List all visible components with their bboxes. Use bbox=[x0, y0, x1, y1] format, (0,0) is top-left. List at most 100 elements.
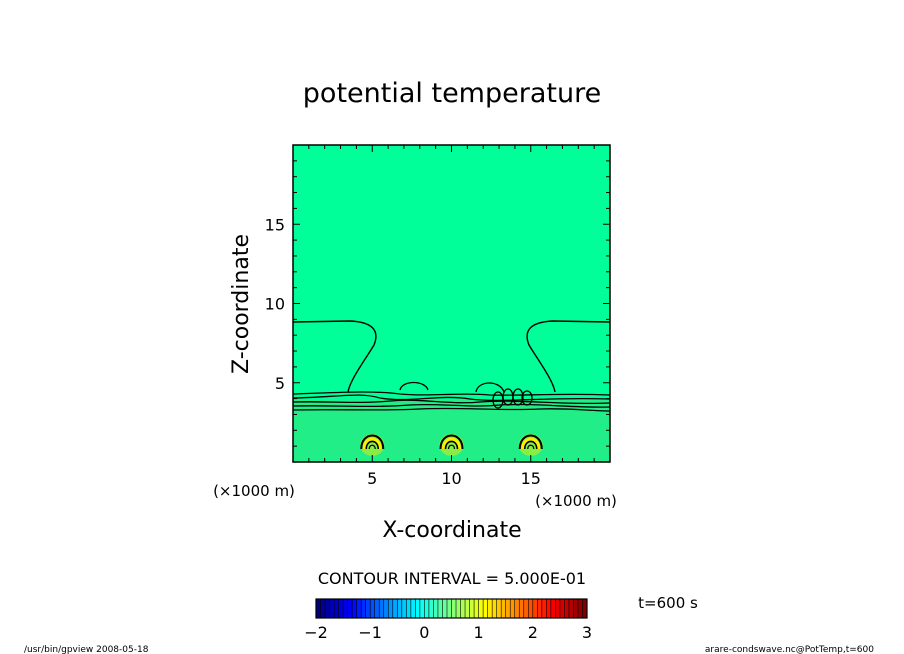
colorbar-segment bbox=[456, 599, 462, 618]
colorbar-segment bbox=[564, 599, 570, 618]
bubble-contour-inner bbox=[523, 440, 538, 450]
colorbar-segment bbox=[361, 599, 367, 618]
colorbar-segment bbox=[568, 599, 574, 618]
chart-title: potential temperature bbox=[303, 78, 601, 109]
contour-layer-2 bbox=[292, 394, 611, 402]
colorbar-segment bbox=[401, 599, 407, 618]
contour-upper bbox=[292, 320, 377, 393]
y-tick-labels: 5 10 15 bbox=[265, 215, 285, 393]
y-tick-label: 10 bbox=[265, 295, 285, 314]
colorbar-segment bbox=[406, 599, 412, 618]
contour-layer-1 bbox=[292, 391, 611, 396]
colorbar-segment bbox=[460, 599, 466, 618]
colorbar-segment bbox=[410, 599, 416, 618]
x-axis-label: X-coordinate bbox=[382, 518, 521, 543]
colorbar-segment bbox=[383, 599, 389, 618]
colorbar-segment bbox=[325, 599, 331, 618]
colorbar-segment bbox=[419, 599, 425, 618]
colorbar-segment bbox=[379, 599, 385, 618]
colorbar-tick-label: 1 bbox=[474, 623, 484, 642]
colorbar-segment bbox=[469, 599, 475, 618]
thermal-bubbles bbox=[360, 433, 543, 456]
colorbar-segment bbox=[316, 599, 322, 618]
colorbar-segment bbox=[451, 599, 457, 618]
colorbar-segment bbox=[424, 599, 430, 618]
colorbar-frame bbox=[315, 598, 588, 619]
colorbar-segment bbox=[370, 599, 376, 618]
footer-right: arare-condswave.nc@PotTemp,t=600 bbox=[705, 645, 874, 654]
colorbar-segment bbox=[442, 599, 448, 618]
colorbar-segment bbox=[537, 599, 543, 618]
contour-swirl-3 bbox=[512, 388, 524, 406]
bubble-contour-outer bbox=[360, 434, 385, 450]
colorbar-segment bbox=[365, 599, 371, 618]
colorbar-segment bbox=[510, 599, 516, 618]
colorbar-segment bbox=[433, 599, 439, 618]
contour-interval-label: CONTOUR INTERVAL = 5.000E-01 bbox=[318, 569, 586, 588]
colorbar-tick-label: 3 bbox=[582, 623, 592, 642]
bubble-contour-outer bbox=[518, 434, 543, 450]
x-unit-right: (×1000 m) bbox=[535, 492, 617, 510]
colorbar-segment bbox=[555, 599, 561, 618]
y-tick-label: 5 bbox=[275, 374, 285, 393]
contour-swirl-4 bbox=[521, 390, 533, 406]
colorbar-segment bbox=[446, 599, 452, 618]
contour-layer-5 bbox=[292, 407, 611, 412]
x-tick-label: 5 bbox=[367, 469, 377, 488]
bubble-fill-warm bbox=[362, 437, 382, 450]
contour-layer-3 bbox=[292, 399, 611, 405]
bubble-contour-core bbox=[447, 444, 456, 450]
colorbar-segment bbox=[437, 599, 443, 618]
colorbar bbox=[315, 599, 588, 618]
colorbar-segment bbox=[559, 599, 565, 618]
colorbar-tick-label: −2 bbox=[304, 623, 328, 642]
colorbar-segment bbox=[397, 599, 403, 618]
y-tick-label: 15 bbox=[265, 215, 285, 234]
footer-left: /usr/bin/gpview 2008-05-18 bbox=[24, 645, 149, 654]
contour-cell-1 bbox=[399, 381, 429, 391]
colorbar-segment bbox=[320, 599, 326, 618]
colorbar-tick-labels: −2 −1 0 1 2 3 bbox=[304, 623, 592, 642]
x-unit-left: (×1000 m) bbox=[213, 482, 295, 500]
colorbar-segment bbox=[415, 599, 421, 618]
colorbar-segment bbox=[334, 599, 340, 618]
colorbar-segment bbox=[528, 599, 534, 618]
contour-upper-right bbox=[526, 320, 611, 393]
colorbar-segment bbox=[487, 599, 493, 618]
bubble-contour-core bbox=[527, 444, 535, 450]
colorbar-segment bbox=[329, 599, 335, 618]
time-label: t=600 s bbox=[638, 594, 698, 612]
colorbar-segment bbox=[550, 599, 556, 618]
colorbar-segment bbox=[501, 599, 507, 618]
colorbar-segment bbox=[532, 599, 538, 618]
colorbar-segment bbox=[519, 599, 525, 618]
colorbar-segment bbox=[352, 599, 358, 618]
y-axis-label: Z-coordinate bbox=[229, 234, 254, 374]
contour-cell-2 bbox=[475, 382, 505, 393]
bubble-fill-warm bbox=[521, 437, 541, 450]
colorbar-segment bbox=[541, 599, 547, 618]
colorbar-segment bbox=[478, 599, 484, 618]
colorbar-segment bbox=[492, 599, 498, 618]
colorbar-segment bbox=[392, 599, 398, 618]
bubble-contour-inner bbox=[444, 440, 459, 450]
colorbar-segment bbox=[523, 599, 529, 618]
bubble-contour-outer bbox=[439, 434, 464, 450]
colorbar-segment bbox=[514, 599, 520, 618]
colorbar-segment bbox=[356, 599, 362, 618]
colorbar-segment bbox=[577, 599, 583, 618]
colorbar-segment bbox=[338, 599, 344, 618]
colorbar-segment bbox=[573, 599, 579, 618]
colorbar-segment bbox=[474, 599, 480, 618]
colorbar-segment bbox=[343, 599, 349, 618]
x-tick-label: 10 bbox=[441, 469, 461, 488]
colorbar-tick-label: 0 bbox=[419, 623, 429, 642]
colorbar-tick-label: −1 bbox=[358, 623, 382, 642]
colorbar-segment bbox=[496, 599, 502, 618]
colorbar-segment bbox=[546, 599, 552, 618]
bubble-contour-inner bbox=[365, 440, 380, 450]
plot-area bbox=[292, 144, 611, 463]
colorbar-segment bbox=[347, 599, 353, 618]
colorbar-segment bbox=[388, 599, 394, 618]
